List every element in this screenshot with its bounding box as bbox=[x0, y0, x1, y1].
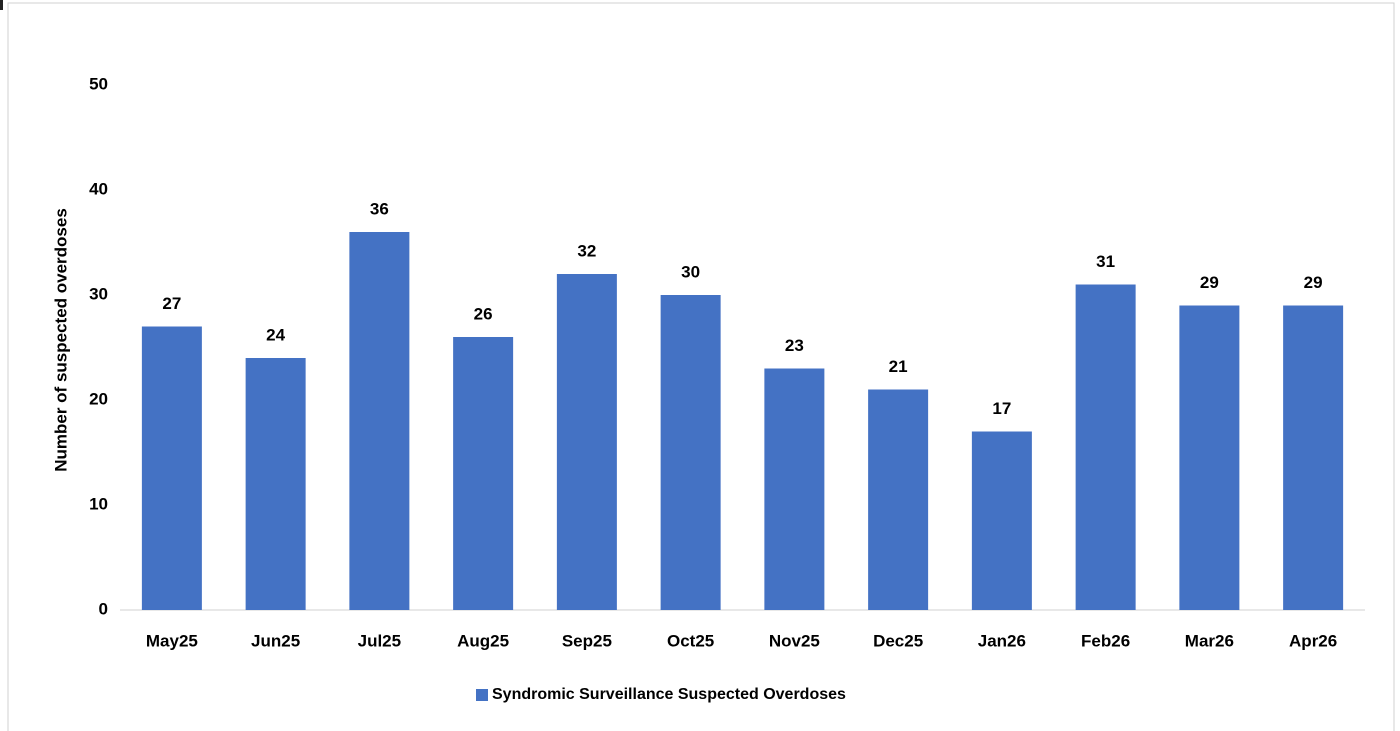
value-label: 24 bbox=[266, 325, 285, 344]
bar bbox=[660, 295, 721, 610]
y-tick-label: 10 bbox=[89, 494, 108, 513]
x-tick-label: Oct25 bbox=[667, 631, 714, 650]
value-label: 29 bbox=[1304, 273, 1323, 292]
value-label: 27 bbox=[162, 294, 181, 313]
x-tick-label: Jun25 bbox=[251, 631, 300, 650]
y-tick-label: 20 bbox=[89, 389, 108, 408]
x-tick-label: Feb26 bbox=[1081, 631, 1130, 650]
value-label: 30 bbox=[681, 262, 700, 281]
value-label: 26 bbox=[474, 304, 493, 323]
x-tick-label: Nov25 bbox=[769, 631, 820, 650]
value-label: 23 bbox=[785, 336, 804, 355]
x-tick-label: May25 bbox=[146, 631, 198, 650]
bar bbox=[349, 232, 410, 610]
y-tick-label: 30 bbox=[89, 284, 108, 303]
y-tick-label: 40 bbox=[89, 179, 108, 198]
value-label: 36 bbox=[370, 199, 389, 218]
value-label: 32 bbox=[577, 241, 596, 260]
bar bbox=[453, 337, 514, 610]
bar bbox=[1283, 305, 1344, 610]
bar bbox=[971, 431, 1032, 610]
x-tick-label: Dec25 bbox=[873, 631, 923, 650]
x-tick-label: Jan26 bbox=[978, 631, 1026, 650]
legend-swatch bbox=[476, 689, 488, 701]
y-axis-title: Number of suspected overdoses bbox=[51, 208, 70, 472]
value-label: 31 bbox=[1096, 252, 1115, 271]
bar bbox=[764, 368, 825, 610]
legend-label: Syndromic Surveillance Suspected Overdos… bbox=[492, 686, 846, 703]
x-tick-label: Aug25 bbox=[457, 631, 509, 650]
value-label: 29 bbox=[1200, 273, 1219, 292]
bar bbox=[1179, 305, 1240, 610]
bar bbox=[245, 358, 306, 610]
value-label: 21 bbox=[889, 357, 908, 376]
y-tick-label: 50 bbox=[89, 74, 108, 93]
y-tick-label: 0 bbox=[99, 599, 108, 618]
x-tick-label: Jul25 bbox=[358, 631, 401, 650]
x-tick-label: Sep25 bbox=[562, 631, 612, 650]
bar bbox=[141, 326, 202, 610]
bar bbox=[556, 274, 617, 610]
bar bbox=[1075, 284, 1136, 610]
bar bbox=[868, 389, 929, 610]
corner-mark bbox=[0, 0, 3, 10]
x-tick-label: Apr26 bbox=[1289, 631, 1337, 650]
value-label: 17 bbox=[992, 399, 1011, 418]
x-tick-label: Mar26 bbox=[1185, 631, 1234, 650]
